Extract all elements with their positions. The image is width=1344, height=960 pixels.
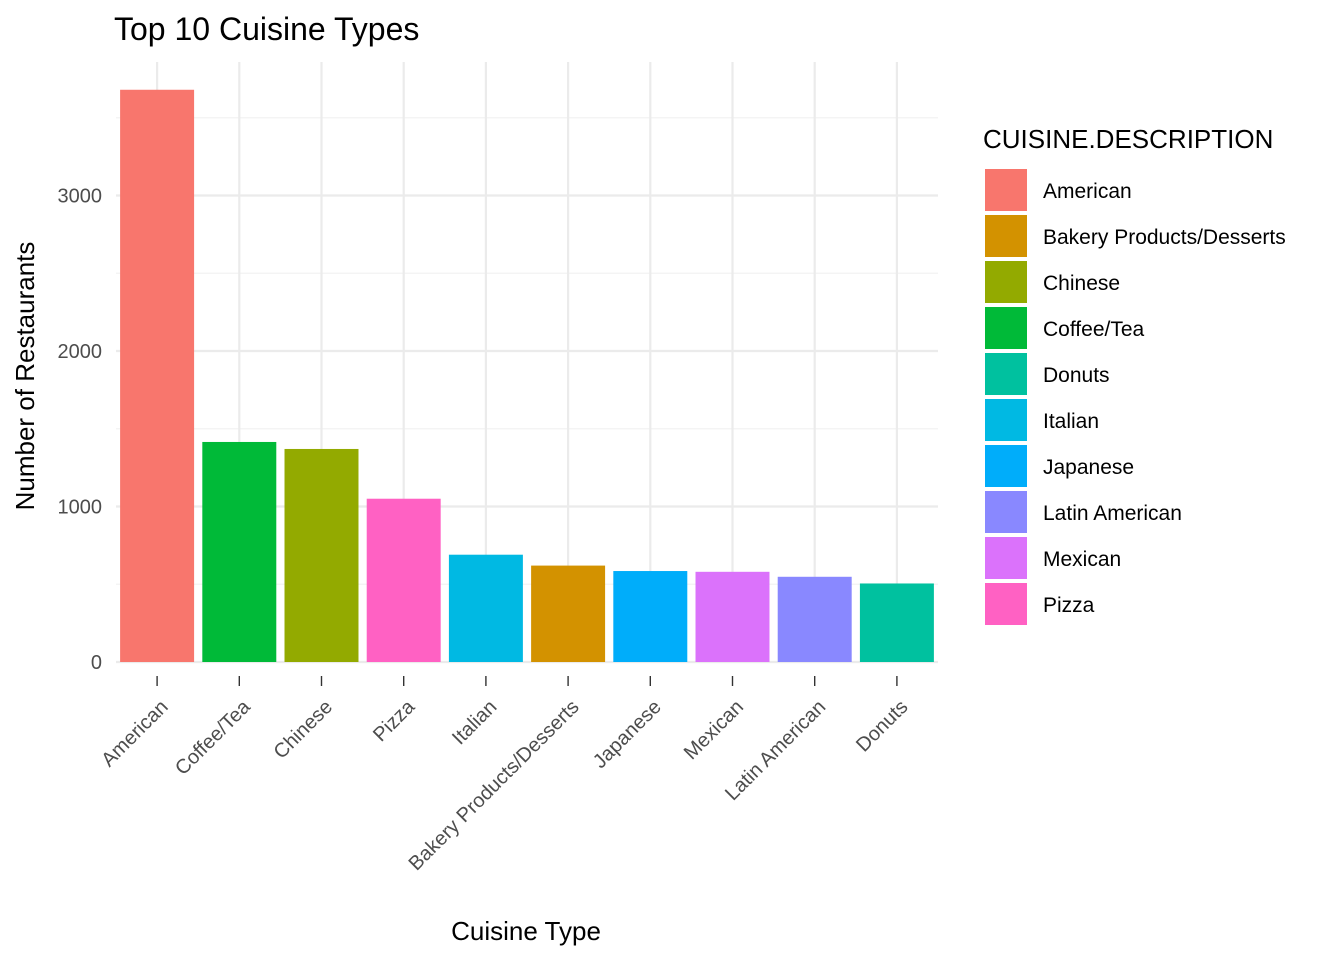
bar-mexican	[695, 571, 770, 662]
bar-donuts	[859, 583, 934, 662]
y-tick-label: 0	[91, 652, 102, 674]
x-tick-label: Pizza	[369, 695, 420, 746]
legend-label: American	[1043, 180, 1132, 203]
legend-swatch	[985, 169, 1027, 211]
legend-swatch	[985, 583, 1027, 625]
bar-pizza	[366, 498, 441, 662]
legend-label: Italian	[1043, 410, 1099, 433]
x-tick-label: Mexican	[680, 696, 748, 764]
legend-swatch	[985, 215, 1027, 257]
bar-latin-american	[777, 576, 852, 662]
legend: CUISINE.DESCRIPTION American Bakery Produ…	[983, 124, 1286, 625]
chart-title: Top 10 Cuisine Types	[114, 11, 419, 47]
bars-group	[120, 89, 934, 662]
legend-swatch	[985, 307, 1027, 349]
x-tick-label: Donuts	[852, 696, 912, 756]
y-tick-label: 2000	[58, 341, 103, 363]
legend-swatch	[985, 261, 1027, 303]
legend-swatch	[985, 537, 1027, 579]
legend-swatch	[985, 399, 1027, 441]
legend-swatch	[985, 445, 1027, 487]
bar-bakery-products-desserts	[531, 565, 606, 662]
legend-label: Mexican	[1043, 548, 1121, 571]
legend-title: CUISINE.DESCRIPTION	[983, 124, 1273, 154]
legend-label: Donuts	[1043, 364, 1110, 387]
bar-american	[120, 89, 195, 662]
legend-label: Japanese	[1043, 456, 1134, 479]
legend-label: Coffee/Tea	[1043, 318, 1145, 341]
x-tick-label: Japanese	[589, 696, 666, 773]
x-tick-label: Chinese	[270, 696, 337, 763]
x-tick-label: Bakery Products/Desserts	[405, 696, 584, 875]
bar-chinese	[284, 448, 359, 662]
bar-japanese	[613, 571, 688, 662]
y-axis-ticks: 0 1000 2000 3000	[58, 186, 103, 675]
y-axis-title: Number of Restaurants	[10, 242, 40, 511]
x-axis-title: Cuisine Type	[451, 916, 601, 946]
legend-label: Bakery Products/Desserts	[1043, 226, 1286, 249]
legend-label: Pizza	[1043, 594, 1095, 617]
bar-italian	[448, 554, 523, 662]
x-tick-label: Coffee/Tea	[171, 695, 255, 779]
y-tick-label: 1000	[58, 497, 103, 519]
x-tick-label: Italian	[448, 696, 501, 749]
x-tick-label: American	[97, 696, 172, 771]
legend-label: Latin American	[1043, 502, 1182, 525]
y-tick-label: 3000	[58, 186, 103, 208]
bar-coffee-tea	[202, 441, 277, 662]
legend-label: Chinese	[1043, 272, 1120, 295]
legend-swatch	[985, 491, 1027, 533]
legend-swatch	[985, 353, 1027, 395]
